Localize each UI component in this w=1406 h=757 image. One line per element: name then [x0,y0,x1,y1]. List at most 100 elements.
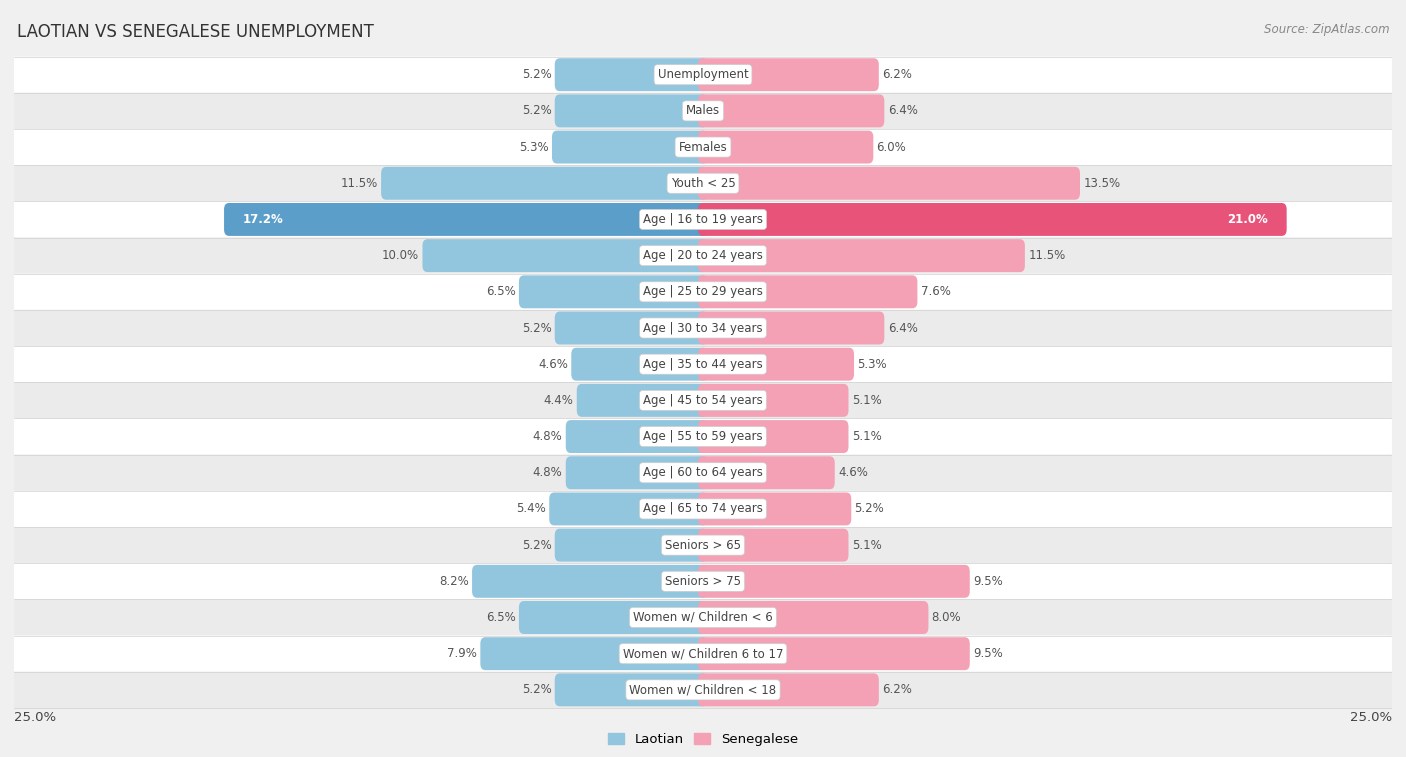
Text: 4.4%: 4.4% [544,394,574,407]
Text: Age | 25 to 29 years: Age | 25 to 29 years [643,285,763,298]
FancyBboxPatch shape [565,456,709,489]
Text: 8.0%: 8.0% [932,611,962,624]
FancyBboxPatch shape [697,601,928,634]
FancyBboxPatch shape [697,312,884,344]
FancyBboxPatch shape [14,636,1392,671]
FancyBboxPatch shape [555,95,709,127]
Text: Source: ZipAtlas.com: Source: ZipAtlas.com [1264,23,1389,36]
FancyBboxPatch shape [14,563,1392,600]
Text: 5.2%: 5.2% [522,68,551,81]
FancyBboxPatch shape [555,674,709,706]
Text: 25.0%: 25.0% [14,711,56,724]
FancyBboxPatch shape [14,165,1392,201]
Text: 7.9%: 7.9% [447,647,477,660]
FancyBboxPatch shape [14,201,1392,238]
Text: 17.2%: 17.2% [243,213,284,226]
FancyBboxPatch shape [697,58,879,91]
Text: 11.5%: 11.5% [340,177,378,190]
Text: 5.2%: 5.2% [522,684,551,696]
Text: 6.4%: 6.4% [887,322,918,335]
FancyBboxPatch shape [697,528,848,562]
Text: 4.8%: 4.8% [533,430,562,443]
FancyBboxPatch shape [14,419,1392,455]
Text: Unemployment: Unemployment [658,68,748,81]
Text: 6.0%: 6.0% [876,141,907,154]
Text: Females: Females [679,141,727,154]
FancyBboxPatch shape [472,565,709,598]
FancyBboxPatch shape [697,239,1025,272]
Text: Age | 30 to 34 years: Age | 30 to 34 years [643,322,763,335]
Text: 13.5%: 13.5% [1083,177,1121,190]
FancyBboxPatch shape [697,674,879,706]
Text: 6.5%: 6.5% [486,285,516,298]
Text: 5.1%: 5.1% [852,394,882,407]
Text: Seniors > 75: Seniors > 75 [665,575,741,587]
Text: Seniors > 65: Seniors > 65 [665,539,741,552]
FancyBboxPatch shape [14,346,1392,382]
FancyBboxPatch shape [14,491,1392,527]
FancyBboxPatch shape [697,493,851,525]
FancyBboxPatch shape [697,637,970,670]
FancyBboxPatch shape [481,637,709,670]
FancyBboxPatch shape [697,384,848,417]
Text: 5.2%: 5.2% [522,322,551,335]
Text: 5.1%: 5.1% [852,539,882,552]
Text: Age | 16 to 19 years: Age | 16 to 19 years [643,213,763,226]
Text: Youth < 25: Youth < 25 [671,177,735,190]
FancyBboxPatch shape [14,57,1392,93]
FancyBboxPatch shape [697,131,873,164]
FancyBboxPatch shape [14,527,1392,563]
FancyBboxPatch shape [14,382,1392,419]
Text: Women w/ Children < 18: Women w/ Children < 18 [630,684,776,696]
Text: Age | 45 to 54 years: Age | 45 to 54 years [643,394,763,407]
FancyBboxPatch shape [14,238,1392,274]
Text: 5.4%: 5.4% [516,503,546,516]
FancyBboxPatch shape [422,239,709,272]
FancyBboxPatch shape [555,58,709,91]
Text: Age | 60 to 64 years: Age | 60 to 64 years [643,466,763,479]
FancyBboxPatch shape [14,129,1392,165]
Text: 5.2%: 5.2% [855,503,884,516]
Text: Women w/ Children 6 to 17: Women w/ Children 6 to 17 [623,647,783,660]
FancyBboxPatch shape [697,167,1080,200]
FancyBboxPatch shape [565,420,709,453]
FancyBboxPatch shape [553,131,709,164]
Text: 5.3%: 5.3% [858,358,887,371]
Text: Age | 35 to 44 years: Age | 35 to 44 years [643,358,763,371]
FancyBboxPatch shape [550,493,709,525]
Text: 7.6%: 7.6% [921,285,950,298]
FancyBboxPatch shape [14,671,1392,708]
Text: 21.0%: 21.0% [1227,213,1268,226]
Text: 11.5%: 11.5% [1028,249,1066,262]
Text: 8.2%: 8.2% [439,575,468,587]
Text: 25.0%: 25.0% [1350,711,1392,724]
Text: Males: Males [686,104,720,117]
FancyBboxPatch shape [576,384,709,417]
Text: 9.5%: 9.5% [973,575,1002,587]
Text: 5.2%: 5.2% [522,539,551,552]
Text: 6.2%: 6.2% [882,684,912,696]
Text: 5.1%: 5.1% [852,430,882,443]
Text: 4.6%: 4.6% [838,466,868,479]
FancyBboxPatch shape [519,601,709,634]
Legend: Laotian, Senegalese: Laotian, Senegalese [603,727,803,751]
FancyBboxPatch shape [14,274,1392,310]
FancyBboxPatch shape [519,276,709,308]
FancyBboxPatch shape [697,203,1286,236]
Text: 6.2%: 6.2% [882,68,912,81]
FancyBboxPatch shape [555,528,709,562]
FancyBboxPatch shape [697,456,835,489]
FancyBboxPatch shape [571,347,709,381]
FancyBboxPatch shape [14,93,1392,129]
Text: 6.5%: 6.5% [486,611,516,624]
FancyBboxPatch shape [224,203,709,236]
Text: 4.8%: 4.8% [533,466,562,479]
FancyBboxPatch shape [14,310,1392,346]
Text: 5.3%: 5.3% [519,141,548,154]
Text: 4.6%: 4.6% [538,358,568,371]
FancyBboxPatch shape [697,95,884,127]
Text: Age | 55 to 59 years: Age | 55 to 59 years [643,430,763,443]
FancyBboxPatch shape [697,347,853,381]
FancyBboxPatch shape [14,455,1392,491]
FancyBboxPatch shape [381,167,709,200]
